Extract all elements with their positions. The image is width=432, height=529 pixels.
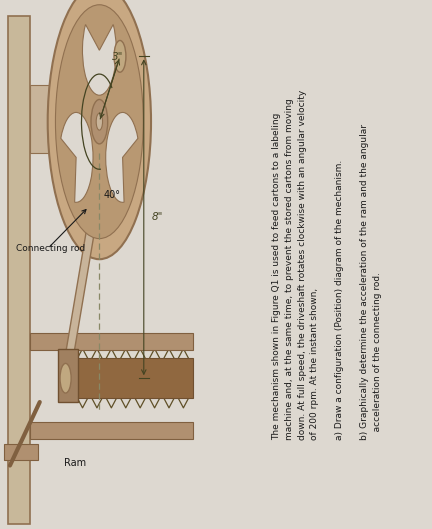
Text: 40°: 40° — [103, 190, 121, 200]
Polygon shape — [30, 422, 193, 439]
Polygon shape — [57, 349, 77, 402]
Polygon shape — [30, 333, 193, 350]
Polygon shape — [30, 85, 107, 153]
Polygon shape — [8, 16, 30, 524]
Wedge shape — [61, 113, 93, 202]
Circle shape — [48, 0, 151, 259]
Polygon shape — [4, 444, 38, 460]
Text: 3": 3" — [112, 52, 123, 62]
Text: Connecting rod: Connecting rod — [16, 244, 85, 253]
Wedge shape — [83, 24, 116, 95]
Text: Ram: Ram — [64, 458, 86, 468]
Circle shape — [96, 113, 102, 130]
Polygon shape — [62, 52, 124, 382]
Circle shape — [55, 5, 143, 239]
Polygon shape — [76, 358, 193, 398]
Circle shape — [60, 363, 71, 393]
Text: 8": 8" — [152, 212, 163, 222]
Wedge shape — [106, 113, 138, 202]
Text: The mechanism shown in Figure Q1 is used to feed cartons to a labeling
machine a: The mechanism shown in Figure Q1 is used… — [273, 89, 381, 440]
Circle shape — [91, 99, 108, 144]
Circle shape — [114, 41, 126, 72]
